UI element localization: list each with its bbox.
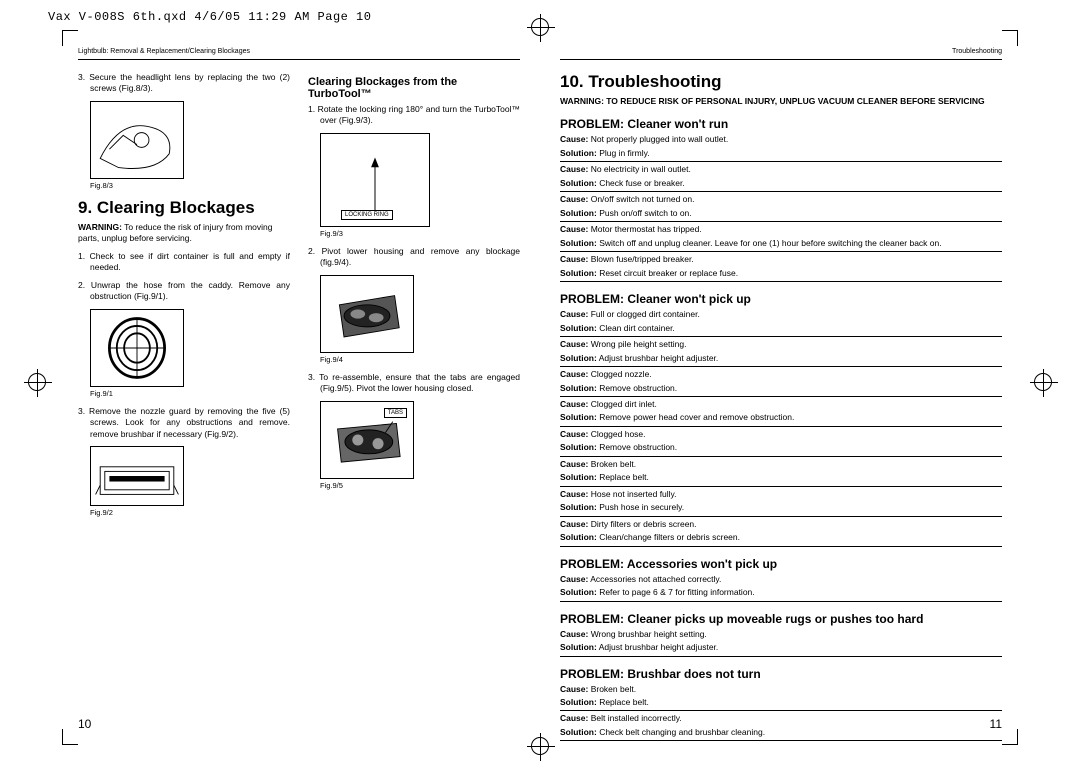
cause-solution: Cause: Motor thermostat has tripped.Solu… [560,223,1002,250]
step: 3. Remove the nozzle guard by removing t… [78,406,290,440]
page-number-left: 10 [78,717,91,731]
registration-mark [1034,373,1052,391]
fig-caption: Fig.9/3 [320,229,520,238]
crop-mark [1002,729,1018,745]
crop-mark [1002,30,1018,46]
left-col-a: 3. Secure the headlight lens by replacin… [78,72,290,525]
problems-container: PROBLEM: Cleaner won't run Cause: Not pro… [560,117,1002,741]
crop-mark [62,729,78,745]
step: 3. To re-assemble, ensure that the tabs … [308,372,520,395]
problem-title: PROBLEM: Cleaner picks up moveable rugs … [560,612,1002,626]
warning: WARNING: TO REDUCE RISK OF PERSONAL INJU… [560,96,1002,107]
figure-9-4 [320,275,414,353]
cause-solution: Cause: Wrong brushbar height setting.Sol… [560,628,1002,655]
problem-title: PROBLEM: Cleaner won't run [560,117,1002,131]
fig-caption: Fig.9/2 [90,508,290,517]
subsection-title: Clearing Blockages from the TurboTool™ [308,76,520,100]
fig-caption: Fig.8/3 [90,181,290,190]
tabs-label: TABS [384,408,407,418]
figure-9-3: LOCKING RING [320,133,430,227]
left-col-b: Clearing Blockages from the TurboTool™ 1… [308,72,520,525]
problem-title: PROBLEM: Accessories won't pick up [560,557,1002,571]
problem-title: PROBLEM: Cleaner won't pick up [560,292,1002,306]
figure-9-5: TABS [320,401,414,479]
cause-solution: Cause: Dirty filters or debris screen.So… [560,518,1002,545]
cause-solution: Cause: Not properly plugged into wall ou… [560,133,1002,160]
figure-9-1 [90,309,184,387]
cause-solution: Cause: Broken belt.Solution: Replace bel… [560,683,1002,710]
left-page: Lightbulb: Removal & Replacement/Clearin… [78,48,520,731]
header-left: Lightbulb: Removal & Replacement/Clearin… [78,48,520,55]
cause-solution: Cause: Broken belt.Solution: Replace bel… [560,458,1002,485]
qxd-header: Vax V-008S 6th.qxd 4/6/05 11:29 AM Page … [48,10,371,24]
step: 3. Secure the headlight lens by replacin… [78,72,290,95]
cause-solution: Cause: Hose not inserted fully.Solution:… [560,488,1002,515]
cause-solution: Cause: Accessories not attached correctl… [560,573,1002,600]
locking-ring-label: LOCKING RING [341,210,393,220]
figure-8-3 [90,101,184,179]
cause-solution: Cause: Belt installed incorrectly.Soluti… [560,712,1002,739]
registration-mark [28,373,46,391]
step: 2. Pivot lower housing and remove any bl… [308,246,520,269]
step: 1. Rotate the locking ring 180° and turn… [308,104,520,127]
registration-mark [531,18,549,36]
crop-mark [62,30,78,46]
section-10-title: 10. Troubleshooting [560,72,1002,92]
problem-title: PROBLEM: Brushbar does not turn [560,667,1002,681]
step: 2. Unwrap the hose from the caddy. Remov… [78,280,290,303]
fig-caption: Fig.9/1 [90,389,290,398]
header-right: Troubleshooting [560,48,1002,55]
right-page: Troubleshooting 10. Troubleshooting WARN… [560,48,1002,731]
cause-solution: Cause: Clogged nozzle.Solution: Remove o… [560,368,1002,395]
cause-solution: Cause: Blown fuse/tripped breaker.Soluti… [560,253,1002,280]
cause-solution: Cause: No electricity in wall outlet.Sol… [560,163,1002,190]
step: 1. Check to see if dirt container is ful… [78,251,290,274]
figure-9-2 [90,446,184,506]
cause-solution: Cause: On/off switch not turned on.Solut… [560,193,1002,220]
warning: WARNING: To reduce the risk of injury fr… [78,222,290,245]
cause-solution: Cause: Clogged dirt inlet.Solution: Remo… [560,398,1002,425]
page-number-right: 11 [990,717,1002,731]
cause-solution: Cause: Full or clogged dirt container.So… [560,308,1002,335]
cause-solution: Cause: Wrong pile height setting.Solutio… [560,338,1002,365]
section-9-title: 9. Clearing Blockages [78,198,290,218]
fig-caption: Fig.9/4 [320,355,520,364]
cause-solution: Cause: Clogged hose.Solution: Remove obs… [560,428,1002,455]
registration-mark [531,737,549,755]
fig-caption: Fig.9/5 [320,481,520,490]
